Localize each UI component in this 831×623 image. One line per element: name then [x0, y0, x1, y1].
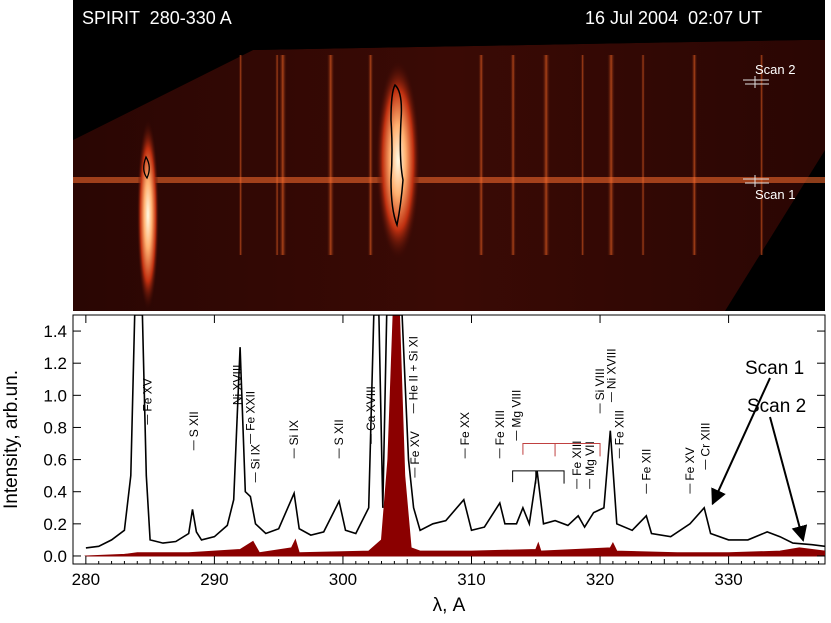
x-tick-label: 280 — [72, 570, 100, 589]
line-id-label: Fe XX — [458, 412, 472, 445]
line-id-label: Si IX — [249, 444, 263, 469]
plot-frame — [72, 314, 826, 565]
line-id-label: He II + Si XI — [407, 336, 421, 400]
emission-streak — [542, 55, 551, 255]
line-id-label: Mg VII — [583, 441, 597, 476]
scan-1-annotation: Scan 1 — [745, 358, 804, 379]
x-axis-label: λ, A — [433, 595, 466, 616]
line-id-label: Fe XV — [141, 378, 155, 411]
instrument-label: SPIRIT 280-330 A — [82, 8, 232, 28]
scan-2-arrow — [769, 416, 808, 542]
x-tick-label: 330 — [714, 570, 742, 589]
x-tick-label: 310 — [457, 570, 485, 589]
scan-2-image-label: Scan 2 — [755, 62, 796, 77]
mg-viii-bracket — [522, 443, 601, 457]
line-id-label: Fe XIII — [612, 410, 626, 445]
spectrum-plot: 280 290 300 310 320 330 0.0 0.2 0.4 0.6 0.8 1.0 1.2 1… — [0, 311, 831, 618]
date-label: 16 Jul 2004 02:07 UT — [585, 8, 763, 28]
y-tick-label: 0.0 — [43, 547, 67, 566]
spectrum-chart: 280 290 300 310 320 330 0.0 0.2 0.4 0.6 0.8 1.0 1.2 1… — [1, 314, 826, 616]
line-id-label: Fe XIII — [570, 441, 584, 476]
emission-streak — [641, 55, 646, 255]
emission-streak — [275, 55, 280, 255]
emission-streak — [326, 55, 335, 255]
line-id-label: Fe XV — [408, 431, 422, 464]
line-id-label: Fe XXII — [243, 391, 257, 431]
y-tick-label: 0.8 — [43, 418, 67, 437]
y-tick-label: 1.2 — [43, 354, 67, 373]
spectroheliogram-image: SPIRIT 280-330 A 16 Jul 2004 02:07 UT Sc… — [73, 0, 825, 311]
emission-streak — [580, 55, 585, 255]
scan-2-annotation: Scan 2 — [747, 396, 806, 417]
line-id-label: Fe XII — [639, 449, 653, 481]
line-id-label: Fe XIII — [493, 410, 507, 445]
line-id-label: Mg VIII — [509, 390, 523, 428]
spectroheliogram-graphic — [73, 0, 825, 311]
line-id-label: Si IX — [287, 420, 301, 445]
multiplet-bracket — [512, 470, 565, 484]
scan-1-arrow — [711, 377, 771, 506]
emission-streak — [478, 55, 485, 255]
emission-streak — [367, 55, 374, 255]
scan-1-image-label: Scan 1 — [755, 187, 796, 202]
line-id-label: Cr XIII — [698, 423, 712, 457]
emission-streak — [691, 55, 698, 255]
y-tick-label: 0.6 — [43, 451, 67, 470]
line-id-label: Ni XVIII — [231, 364, 245, 405]
emission-streak — [607, 55, 616, 255]
x-tick-label: 300 — [329, 570, 357, 589]
line-id-label: S XII — [332, 419, 346, 445]
emission-streak — [278, 55, 287, 255]
x-tick-label: 290 — [200, 570, 228, 589]
line-id-label: Fe XV — [683, 447, 697, 480]
line-id-label: S XII — [187, 411, 201, 437]
emission-streak — [759, 55, 764, 255]
x-tick-label: 320 — [586, 570, 614, 589]
y-tick-label: 1.0 — [43, 386, 67, 405]
y-tick-label: 1.4 — [43, 322, 67, 341]
emission-streak — [238, 55, 243, 255]
series-scan-1 — [85, 315, 825, 549]
emission-streak — [510, 55, 517, 255]
line-id-label: Ni XVIII — [605, 348, 619, 389]
y-tick-label: 0.2 — [43, 515, 67, 534]
y-axis-label: Intensity, arb.un. — [1, 370, 22, 509]
y-tick-label: 0.4 — [43, 483, 67, 502]
series-scan-2 — [84, 315, 825, 557]
line-id-label: Ca XVIII — [364, 386, 378, 431]
line-id-label: Si VIII — [593, 368, 607, 400]
